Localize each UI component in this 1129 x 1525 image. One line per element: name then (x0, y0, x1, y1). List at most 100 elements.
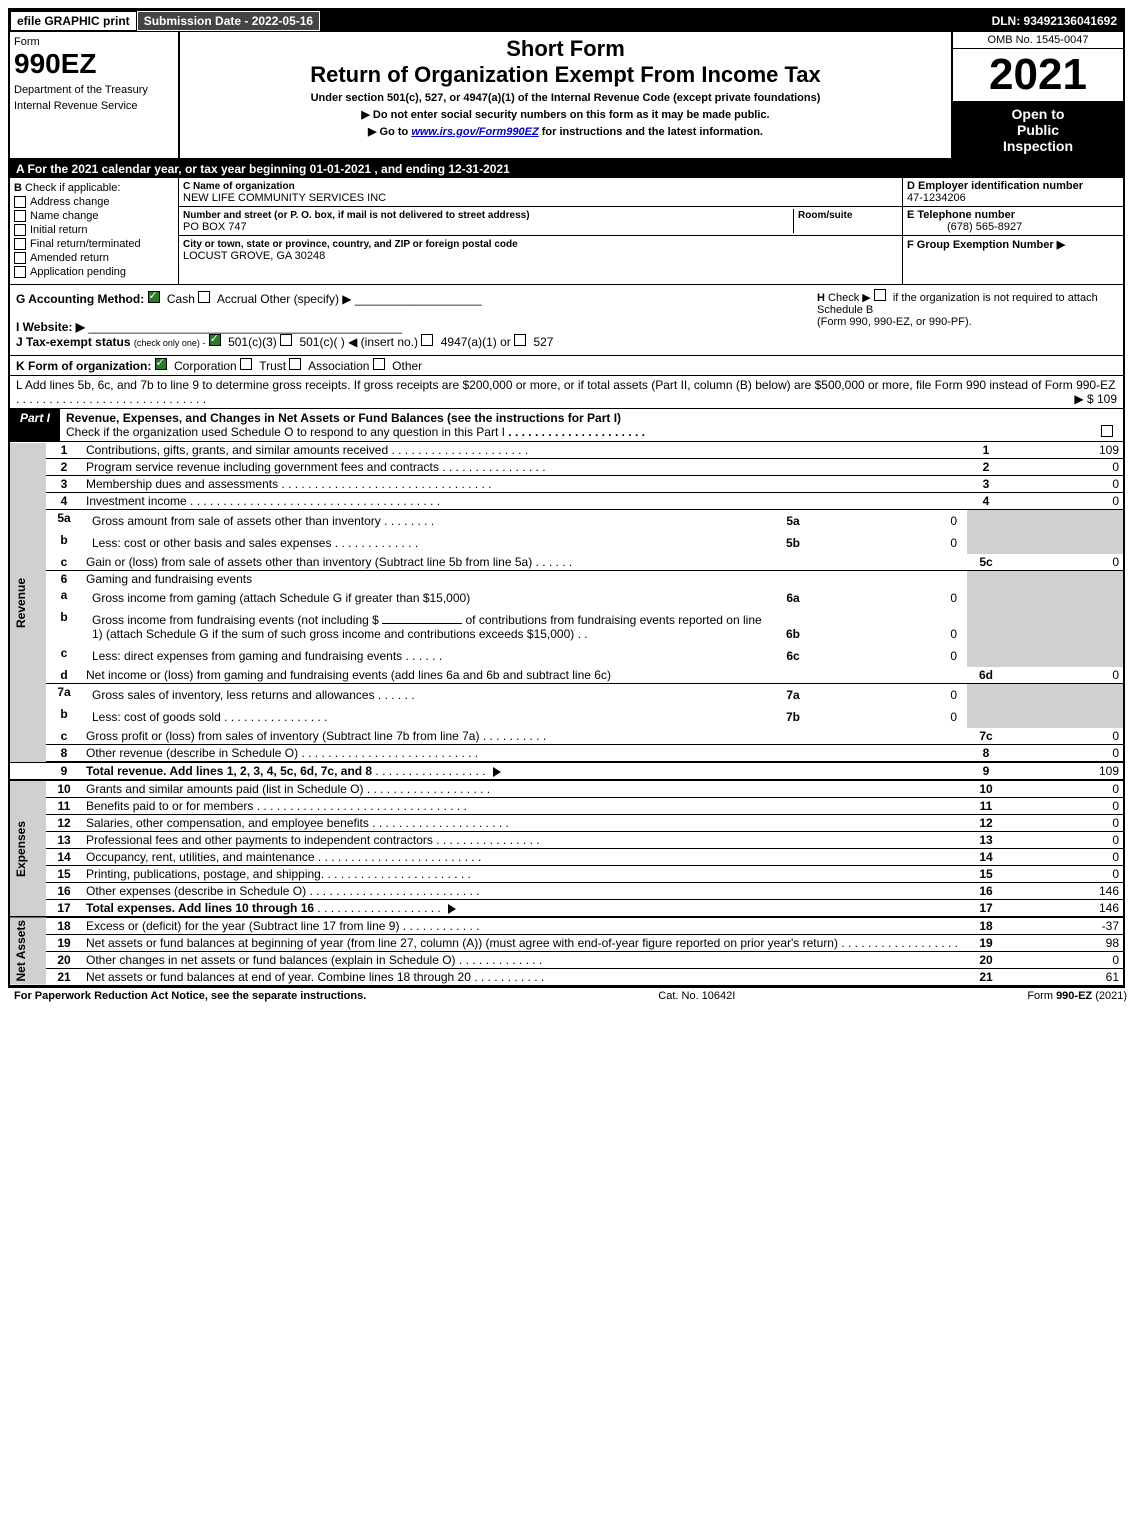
cb-assoc[interactable] (289, 358, 301, 370)
cb-501c[interactable] (280, 334, 292, 346)
cb-4947[interactable] (421, 334, 433, 346)
line-6b-num: b (46, 609, 82, 645)
cb-corp-checked[interactable] (155, 358, 167, 370)
cb-initial-return[interactable]: Initial return (14, 224, 174, 236)
line-1-desc: Contributions, gifts, grants, and simila… (82, 442, 967, 459)
group-label: F Group Exemption Number ▶ (907, 239, 1065, 251)
line-7c-col: 7c (967, 728, 1005, 745)
other-org: Other (392, 359, 422, 373)
line-3-num: 3 (46, 476, 82, 493)
line-15-val: 0 (1005, 866, 1123, 883)
line-14-col: 14 (967, 849, 1005, 866)
efile-print-button[interactable]: efile GRAPHIC print (10, 11, 137, 31)
line-6a-sub: 6a (775, 590, 811, 606)
line-4-val: 0 (1005, 493, 1123, 510)
form-990ez: efile GRAPHIC print Submission Date - 20… (8, 8, 1125, 988)
cb-amended-return[interactable]: Amended return (14, 252, 174, 264)
dln: DLN: 93492136041692 (986, 12, 1123, 30)
accrual-label: Accrual (217, 292, 257, 306)
cb-other-org[interactable] (373, 358, 385, 370)
4947: 4947(a)(1) or (441, 335, 511, 349)
cat-no: Cat. No. 10642I (658, 990, 735, 1002)
line-1-col: 1 (967, 442, 1005, 459)
line-5c-col: 5c (967, 554, 1005, 571)
h-label: H (817, 292, 825, 304)
subtitle-section: Under section 501(c), 527, or 4947(a)(1)… (184, 92, 947, 104)
shaded-cell (1005, 609, 1123, 645)
line-19-desc: Net assets or fund balances at beginning… (82, 935, 967, 952)
cb-cash-checked[interactable] (148, 291, 160, 303)
ein-label: D Employer identification number (907, 180, 1083, 192)
501c3: 501(c)(3) (228, 335, 277, 349)
k-label: K Form of organization: (16, 359, 151, 373)
i-label: I Website: ▶ (16, 320, 85, 334)
phone-row: E Telephone number (678) 565-8927 (903, 207, 1123, 236)
line-19-val: 98 (1005, 935, 1123, 952)
cb-final-return[interactable]: Final return/terminated (14, 238, 174, 250)
part1-check-text: Check if the organization used Schedule … (66, 425, 505, 439)
check-applicable: Check if applicable: (25, 182, 120, 194)
return-title: Return of Organization Exempt From Incom… (184, 62, 947, 88)
line-3-val: 0 (1005, 476, 1123, 493)
h-text3: (Form 990, 990-EZ, or 990-PF). (817, 316, 972, 328)
tax-year: 2021 (953, 49, 1123, 102)
cb-h[interactable] (874, 289, 886, 301)
cb-application-pending[interactable]: Application pending (14, 266, 174, 278)
street-label: Number and street (or P. O. box, if mail… (183, 210, 530, 221)
irs-link[interactable]: www.irs.gov/Form990EZ (411, 126, 538, 138)
line-6c-desc: Less: direct expenses from gaming and fu… (82, 645, 967, 667)
shaded-cell (967, 609, 1005, 645)
other-label: Other (specify) ▶ (260, 292, 351, 306)
line-6a-num: a (46, 587, 82, 609)
line-20-num: 20 (46, 952, 82, 969)
line-11-num: 11 (46, 798, 82, 815)
part1-header: Part I Revenue, Expenses, and Changes in… (10, 409, 1123, 442)
line-6d-val: 0 (1005, 667, 1123, 684)
cb-accrual[interactable] (198, 291, 210, 303)
header-center: Short Form Return of Organization Exempt… (180, 32, 951, 158)
line-7a-sub: 7a (775, 687, 811, 703)
checkbox-icon (14, 224, 26, 236)
line-14-desc: Occupancy, rent, utilities, and maintena… (82, 849, 967, 866)
cb-501c3-checked[interactable] (209, 334, 221, 346)
open-to: Open to (957, 106, 1119, 122)
header-right: OMB No. 1545-0047 2021 Open to Public In… (951, 32, 1123, 158)
line-7a-subval: 0 (813, 687, 961, 703)
line-13-desc: Professional fees and other payments to … (82, 832, 967, 849)
line-5a-num: 5a (46, 510, 82, 533)
city: LOCUST GROVE, GA 30248 (183, 250, 325, 262)
line-7a-num: 7a (46, 684, 82, 707)
section-gh-row: G Accounting Method: Cash Accrual Other … (10, 285, 1123, 356)
line-17-num: 17 (46, 900, 82, 918)
line-21-val: 61 (1005, 969, 1123, 986)
checkbox-icon (14, 238, 26, 250)
cb-part1[interactable] (1101, 425, 1113, 437)
inspection: Inspection (957, 138, 1119, 154)
line-16-val: 146 (1005, 883, 1123, 900)
line-5c-desc: Gain or (loss) from sale of assets other… (82, 554, 967, 571)
cb-trust[interactable] (240, 358, 252, 370)
form-number: 990EZ (14, 48, 174, 80)
cb-name-change[interactable]: Name change (14, 210, 174, 222)
line-19-col: 19 (967, 935, 1005, 952)
line-2-col: 2 (967, 459, 1005, 476)
line-2-desc: Program service revenue including govern… (82, 459, 967, 476)
line-18-col: 18 (967, 917, 1005, 935)
footer: For Paperwork Reduction Act Notice, see … (8, 988, 1129, 1004)
line-6a-subval: 0 (813, 590, 961, 606)
line-1-val: 109 (1005, 442, 1123, 459)
cb-address-change[interactable]: Address change (14, 196, 174, 208)
inspection-box: Open to Public Inspection (953, 102, 1123, 158)
line-9-col: 9 (967, 762, 1005, 780)
line-12-desc: Salaries, other compensation, and employ… (82, 815, 967, 832)
shaded-cell (1005, 645, 1123, 667)
section-g: G Accounting Method: Cash Accrual Other … (10, 285, 811, 355)
trust: Trust (259, 359, 286, 373)
shaded-cell (1005, 587, 1123, 609)
line-10-num: 10 (46, 780, 82, 798)
line-3-col: 3 (967, 476, 1005, 493)
shaded-cell (967, 510, 1005, 533)
netassets-side-label: Net Assets (10, 917, 46, 986)
section-k: K Form of organization: Corporation Trus… (10, 356, 1123, 376)
cb-527[interactable] (514, 334, 526, 346)
